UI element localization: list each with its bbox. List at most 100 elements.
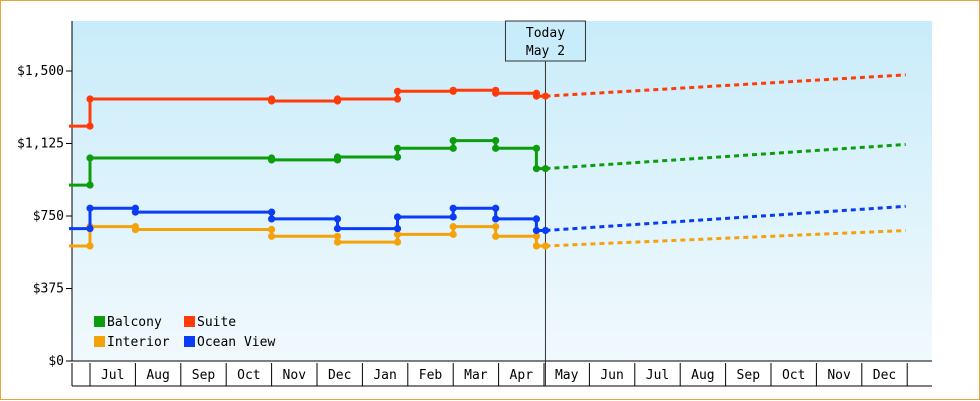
data-point xyxy=(268,215,276,223)
x-tick-label: Sep xyxy=(737,368,761,383)
data-point xyxy=(393,224,402,233)
data-point xyxy=(333,224,342,233)
data-point xyxy=(268,208,276,216)
data-point xyxy=(393,238,402,246)
data-point xyxy=(449,137,457,145)
data-point xyxy=(86,204,94,212)
y-tick-label: $1,125 xyxy=(17,137,64,152)
data-point xyxy=(449,86,457,94)
data-point xyxy=(393,153,402,161)
data-point xyxy=(86,95,94,103)
data-point xyxy=(532,215,541,223)
projection-line xyxy=(545,73,906,98)
data-point xyxy=(131,208,139,216)
x-tick-label: Dec xyxy=(328,368,351,383)
data-point xyxy=(268,97,276,105)
x-tick-label: Nov xyxy=(827,368,851,383)
today-box xyxy=(504,20,586,62)
data-point xyxy=(532,144,541,152)
data-point xyxy=(492,204,500,212)
series-line xyxy=(69,225,546,248)
data-point xyxy=(86,181,94,189)
data-point xyxy=(492,232,500,240)
data-point xyxy=(86,224,94,233)
projection-line xyxy=(545,204,906,232)
x-tick-label: Nov xyxy=(283,368,307,383)
data-point xyxy=(449,230,457,238)
x-tick-label: Mar xyxy=(464,368,488,383)
data-point xyxy=(131,225,139,234)
today-date: May 2 xyxy=(526,44,565,59)
x-tick-label: Jul xyxy=(101,368,124,383)
x-tick-label: Aug xyxy=(691,368,714,383)
series-line xyxy=(69,139,546,187)
data-point xyxy=(492,89,500,97)
data-point xyxy=(268,156,276,164)
legend-label: Ocean View xyxy=(197,335,275,350)
legend-swatch xyxy=(184,336,195,347)
data-point xyxy=(393,213,402,221)
data-point xyxy=(86,122,94,130)
x-tick-label: Aug xyxy=(146,368,169,383)
data-point xyxy=(268,225,276,234)
y-tick-label: $375 xyxy=(33,282,64,297)
x-tick-label: Apr xyxy=(510,368,534,383)
data-point xyxy=(333,232,342,240)
series-suite xyxy=(69,73,906,130)
data-point xyxy=(532,165,541,173)
today-label: Today xyxy=(526,26,565,41)
data-point xyxy=(333,95,342,103)
data-point xyxy=(333,153,342,161)
data-point xyxy=(268,232,276,240)
x-tick-label: Oct xyxy=(782,368,805,383)
data-point xyxy=(333,215,342,223)
legend-swatch xyxy=(94,316,105,327)
series-balcony xyxy=(69,137,906,189)
plot-area xyxy=(72,21,932,361)
legend-label: Suite xyxy=(197,315,236,330)
projection-line xyxy=(545,229,906,248)
data-point xyxy=(449,223,457,231)
x-tick-label: Jul xyxy=(646,368,669,383)
x-tick-label: Sep xyxy=(192,368,216,383)
x-tick-label: Oct xyxy=(237,368,260,383)
series-line xyxy=(69,206,546,232)
data-point xyxy=(333,238,342,246)
legend-label: Balcony xyxy=(107,315,162,330)
data-point xyxy=(532,242,541,250)
data-point xyxy=(449,144,457,152)
x-tick-label: May xyxy=(555,368,579,383)
data-point xyxy=(393,144,402,152)
data-point xyxy=(532,226,541,235)
x-tick-label: Dec xyxy=(873,368,896,383)
x-tick-label: Jun xyxy=(600,368,623,383)
data-point xyxy=(532,232,541,240)
series-ocean-view xyxy=(69,204,906,235)
legend-swatch xyxy=(184,316,195,327)
x-tick-label: Jan xyxy=(373,368,396,383)
legend-swatch xyxy=(94,336,105,347)
data-point xyxy=(492,223,500,231)
data-point xyxy=(449,204,457,212)
data-point xyxy=(532,92,541,100)
legend: Balcony Suite Interior Ocean View xyxy=(94,315,275,350)
series-line xyxy=(69,88,546,128)
y-tick-label: $0 xyxy=(48,354,64,369)
data-point xyxy=(393,95,402,103)
legend-label: Interior xyxy=(107,335,170,350)
data-point xyxy=(86,242,94,250)
x-tick-label: Feb xyxy=(419,368,443,383)
data-point xyxy=(86,154,94,162)
series-interior xyxy=(69,223,906,250)
data-point xyxy=(393,230,402,238)
data-point xyxy=(492,144,500,152)
data-point xyxy=(449,213,457,221)
data-point xyxy=(492,137,500,145)
y-tick-label: $1,500 xyxy=(17,64,64,79)
data-point xyxy=(492,215,500,223)
data-point xyxy=(393,87,402,95)
projection-line xyxy=(545,142,906,171)
y-tick-label: $750 xyxy=(33,209,64,224)
